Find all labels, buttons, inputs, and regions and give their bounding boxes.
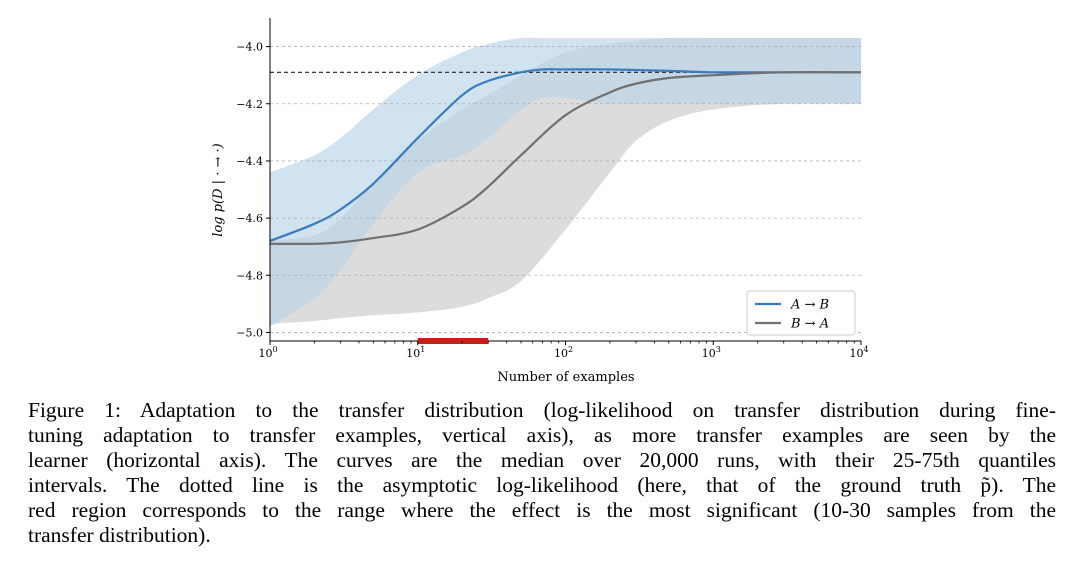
quantile-band-a-to-b	[270, 37, 861, 327]
legend-label-b-to-a: B → A	[790, 317, 829, 332]
caption-line: Figure 1: Adaptation to the transfer dis…	[28, 398, 1056, 422]
median-line-a-to-b	[269, 68, 861, 242]
x-axis-label: Number of examples	[497, 370, 634, 385]
x-tick-label: 101	[406, 345, 425, 360]
x-tick-label: 104	[849, 345, 868, 360]
y-tick-label: −4.8	[236, 269, 263, 282]
median-line-b-to-a	[269, 70, 862, 246]
caption-line: tuning adaptation to transfer examples, …	[28, 423, 1056, 447]
y-tick-label: −4.2	[236, 98, 263, 111]
x-tick-label: 102	[554, 345, 573, 360]
y-tick-label: −4.4	[236, 155, 263, 168]
caption-line: learner (horizontal axis). The curves ar…	[28, 448, 1056, 472]
figure-caption: Figure 1: Adaptation to the transfer dis…	[28, 398, 1056, 548]
red-region	[417, 338, 489, 344]
legend-label-a-to-b: A → B	[790, 298, 829, 313]
caption-line: intervals. The dotted line is the asympt…	[28, 473, 1056, 497]
y-tick-label: −4.0	[236, 41, 263, 54]
quantile-band-b-to-a	[270, 37, 861, 324]
y-tick-label: −4.6	[236, 212, 263, 225]
x-tick-label: 100	[258, 345, 277, 360]
y-tick-label: −5.0	[236, 326, 263, 339]
y-axis-label: log p(D | · → ·)	[211, 143, 226, 236]
caption-line: red region corresponds to the range wher…	[28, 498, 1056, 522]
caption-line: transfer distribution).	[28, 523, 211, 547]
x-tick-label: 103	[702, 345, 721, 360]
figure: −4.0 −4.2 −4.4 −4.6 −4.8 −5.0 100 101 102 103 104 …	[211, 18, 869, 385]
